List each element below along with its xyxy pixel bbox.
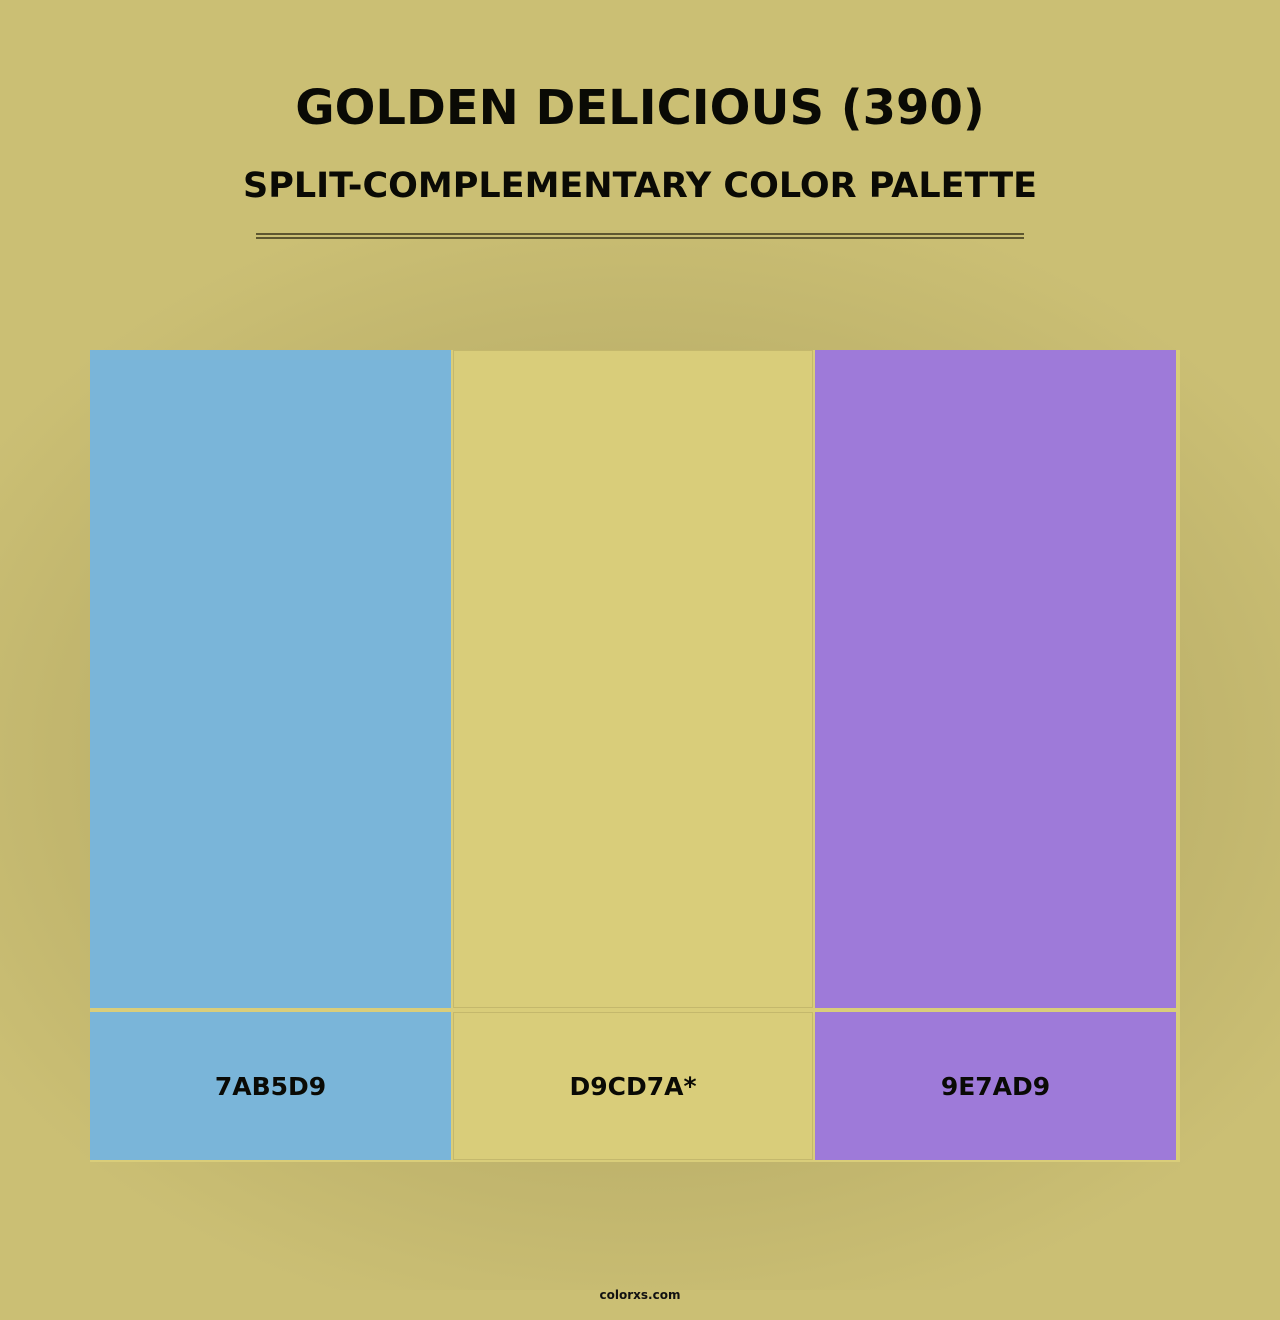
swatch-1[interactable] [453, 350, 813, 1008]
hex-code: 7AB5D9 [214, 1071, 327, 1101]
swatch-label-0[interactable]: 7AB5D9 [90, 1012, 451, 1160]
swatch-2[interactable] [815, 350, 1176, 1008]
swatch-label-2[interactable]: 9E7AD9 [815, 1012, 1176, 1160]
hex-code: D9CD7A* [569, 1071, 697, 1101]
divider [256, 237, 1024, 239]
palette: 7AB5D9 D9CD7A* 9E7AD9 [90, 350, 1180, 1162]
hex-code: 9E7AD9 [940, 1071, 1051, 1101]
divider [256, 233, 1024, 235]
footer-brand[interactable]: colorxs.com [599, 1288, 681, 1302]
page-subtitle: SPLIT-COMPLEMENTARY COLOR PALETTE [243, 166, 1037, 206]
page-title: GOLDEN DELICIOUS (390) [295, 80, 985, 136]
swatch-label-1[interactable]: D9CD7A* [453, 1012, 813, 1160]
swatch-0[interactable] [90, 350, 451, 1008]
